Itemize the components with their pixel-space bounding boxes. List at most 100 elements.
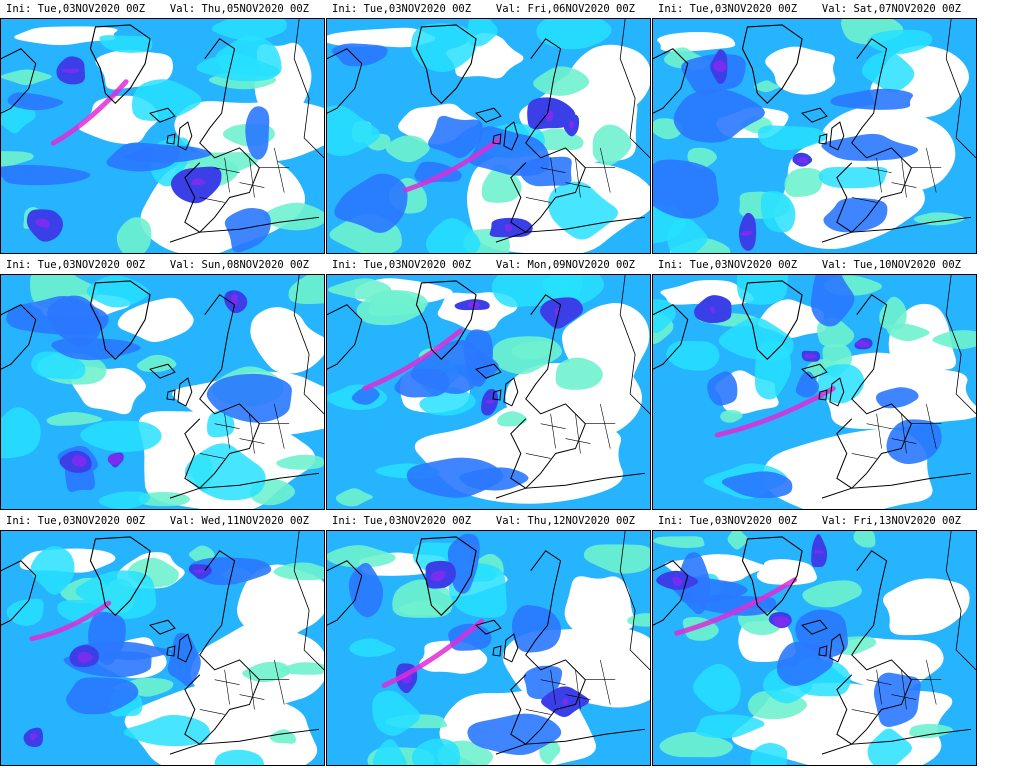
british-isles-coastline: [818, 121, 845, 151]
british-isles-coastline: [492, 121, 519, 151]
country-borders: [851, 147, 942, 203]
extreme-precip-streak: [50, 79, 129, 146]
valid-time-label: Val: Tue,10NOV2020 00Z: [821, 259, 961, 271]
country-borders: [525, 147, 616, 203]
forecast-panel: Ini: Tue,03NOV2020 00Z Val: Wed,11NOV2020…: [0, 512, 325, 768]
heavy-precip-area: [468, 126, 550, 176]
heavy-precip-area: [459, 467, 529, 491]
init-time-label: Ini: Tue,03NOV2020 00Z: [6, 259, 146, 271]
greenland-coastline: [415, 24, 477, 105]
moderate-precip-area: [211, 19, 287, 41]
europe-coastline: [510, 550, 586, 745]
dry-area: [564, 576, 635, 641]
eastern-boundary: [293, 275, 324, 415]
moderate-precip-area: [754, 339, 792, 400]
precip-map: [326, 274, 651, 510]
very-intense-precip-area: [430, 570, 446, 582]
north-america-coastline: [327, 560, 363, 626]
extreme-precip-streak: [714, 386, 836, 438]
iceland-coastline: [801, 619, 828, 635]
forecast-panel: Ini: Tue,03NOV2020 00Z Val: Thu,05NOV2020…: [0, 0, 325, 256]
very-intense-precip-area: [77, 651, 94, 663]
very-intense-precip-area: [796, 157, 808, 164]
heavy-precip-area: [447, 533, 480, 594]
heavy-precip-area: [810, 275, 855, 327]
panel-header: Ini: Tue,03NOV2020 00Z Val: Sat,07NOV2020…: [652, 0, 977, 18]
precip-map-svg: [327, 531, 650, 765]
british-isles-coastline: [166, 121, 193, 151]
north-africa-coastline: [495, 472, 646, 499]
very-intense-precip-area: [61, 68, 80, 73]
light-precip-area: [913, 212, 965, 226]
light-precip-area: [1, 69, 52, 86]
north-africa-coastline: [821, 728, 972, 755]
extreme-precip-streak: [674, 577, 798, 636]
iceland-coastline: [475, 619, 502, 635]
moderate-precip-area: [327, 105, 381, 156]
very-intense-precip-area: [504, 223, 513, 232]
precip-map: [652, 530, 977, 766]
greenland-coastline: [741, 536, 803, 617]
moderate-precip-area: [411, 738, 461, 765]
heavy-precip-area: [707, 371, 738, 406]
light-precip-area: [288, 275, 324, 305]
dry-area: [563, 44, 650, 113]
moderate-precip-area: [867, 728, 912, 765]
forecast-panel: Ini: Tue,03NOV2020 00Z Val: Mon,09NOV2020…: [326, 256, 651, 512]
north-america-coastline: [327, 48, 363, 114]
iceland-coastline: [149, 619, 176, 635]
heavy-precip-area: [348, 562, 384, 618]
country-borders: [199, 403, 290, 459]
light-precip-area: [1, 151, 34, 168]
iceland-coastline: [801, 107, 828, 123]
light-precip-area: [136, 354, 177, 372]
init-time-label: Ini: Tue,03NOV2020 00Z: [658, 259, 798, 271]
eastern-boundary: [293, 531, 324, 671]
country-borders: [199, 147, 290, 203]
moderate-precip-area: [556, 275, 583, 304]
precip-map: [326, 18, 651, 254]
panel-header: Ini: Tue,03NOV2020 00Z Val: Wed,11NOV2020…: [0, 512, 325, 530]
north-africa-coastline: [169, 472, 320, 499]
dry-area: [437, 292, 518, 332]
moderate-precip-area: [99, 35, 153, 53]
precip-map: [652, 274, 977, 510]
greenland-coastline: [415, 280, 477, 361]
heavy-precip-area: [830, 88, 914, 110]
forecast-panel: Ini: Tue,03NOV2020 00Z Val: Fri,06NOV2020…: [326, 0, 651, 256]
valid-time-label: Val: Fri,06NOV2020 00Z: [495, 3, 635, 15]
moderate-precip-area: [184, 443, 266, 501]
dry-area: [765, 46, 836, 95]
dry-area: [95, 50, 173, 90]
country-borders: [851, 403, 942, 459]
light-precip-area: [276, 454, 324, 470]
very-intense-precip-area: [29, 732, 37, 741]
very-intense-precip-area: [191, 178, 206, 186]
precip-map: [652, 18, 977, 254]
precip-map-svg: [1, 19, 324, 253]
precip-map-svg: [1, 531, 324, 765]
north-africa-coastline: [495, 216, 646, 243]
light-precip-area: [533, 66, 590, 96]
moderate-precip-area: [6, 598, 44, 626]
north-america-coastline: [653, 304, 689, 370]
north-africa-coastline: [821, 216, 972, 243]
heavy-precip-area: [334, 173, 408, 233]
greenland-coastline: [741, 24, 803, 105]
extreme-precip-streak: [29, 600, 112, 642]
precip-map: [326, 530, 651, 766]
light-precip-area: [720, 410, 743, 423]
light-precip-area: [592, 124, 632, 166]
moderate-precip-area: [491, 275, 570, 308]
light-precip-area: [335, 488, 373, 507]
heavy-precip-area: [821, 133, 919, 161]
precip-map-svg: [653, 19, 976, 253]
north-america-coastline: [1, 48, 37, 114]
eastern-boundary: [619, 531, 650, 671]
light-precip-area: [497, 411, 528, 427]
precip-map: [0, 274, 325, 510]
dry-area: [756, 559, 817, 585]
british-isles-coastline: [166, 633, 193, 663]
forecast-panel: Ini: Tue,03NOV2020 00Z Val: Tue,10NOV2020…: [652, 256, 977, 512]
